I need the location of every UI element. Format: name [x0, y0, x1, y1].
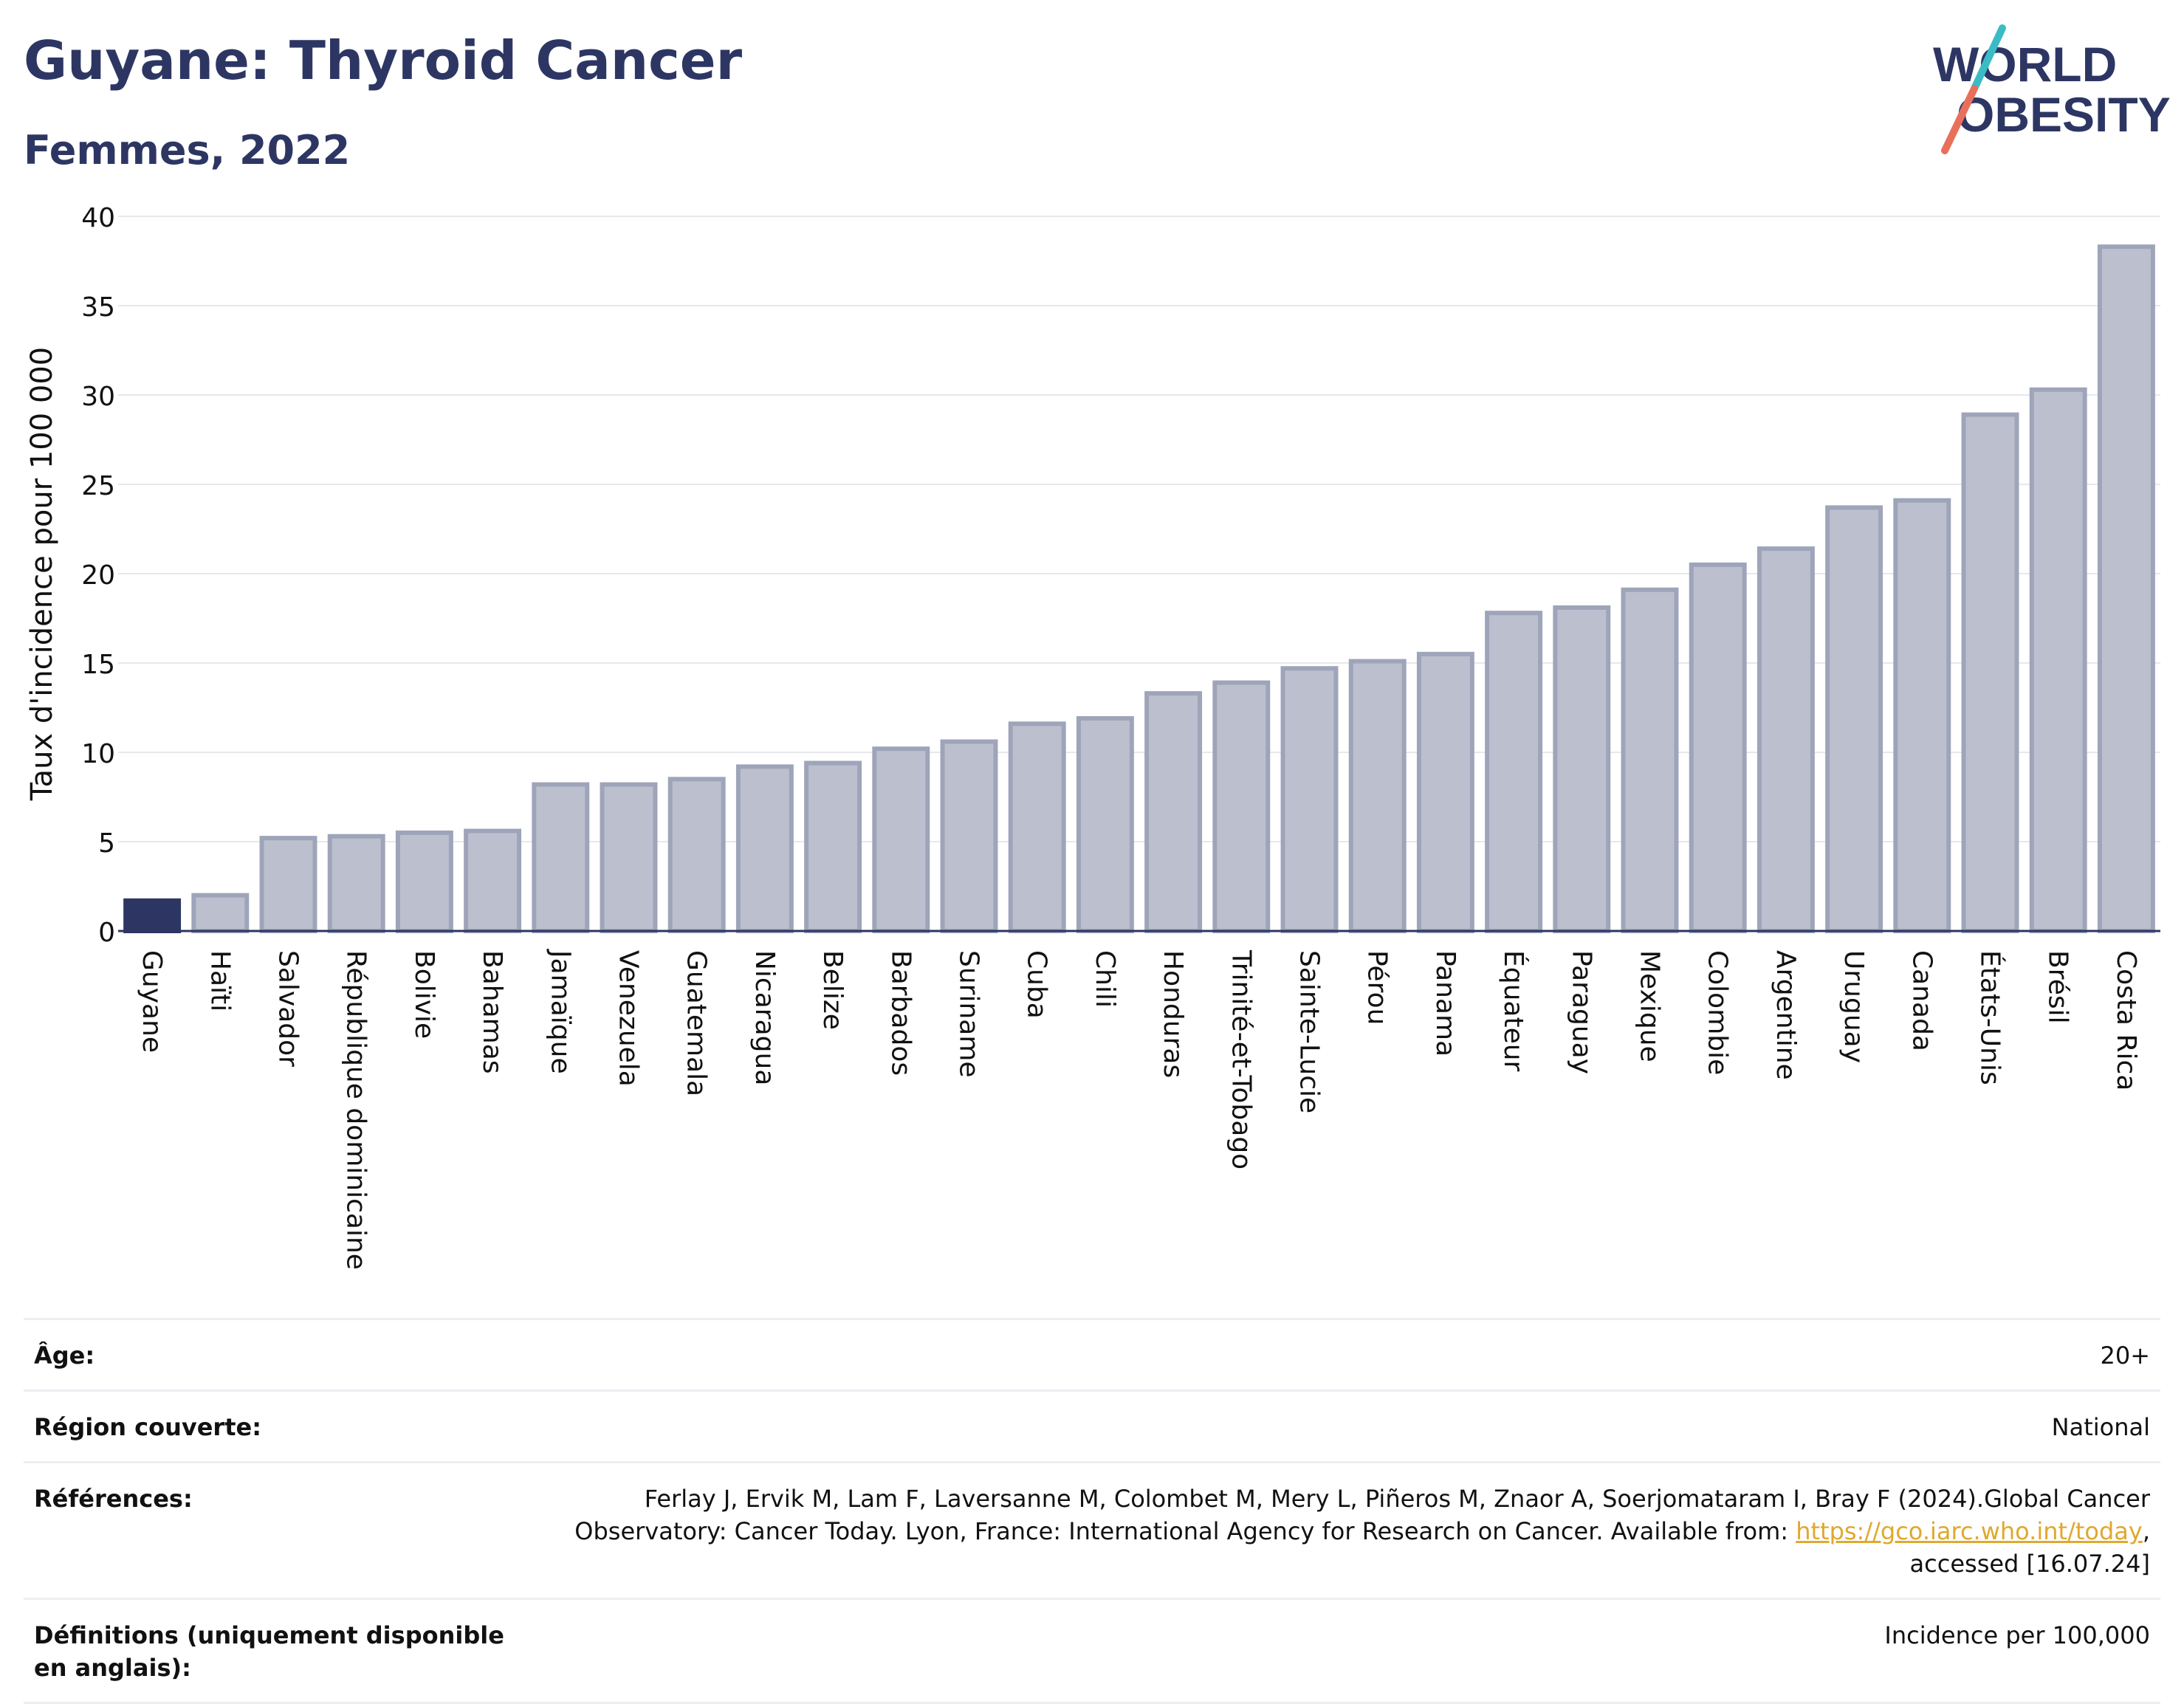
x-tick-label: Jamaïque — [545, 949, 575, 1074]
x-tick-label: Bolivie — [409, 950, 439, 1039]
bar-r-publique-dominicaine — [327, 834, 385, 933]
metadata-table: Âge: 20+ Région couverte: National Référ… — [24, 1318, 2160, 1704]
x-tick-label: Guatemala — [681, 950, 712, 1096]
age-value: 20+ — [2100, 1341, 2150, 1370]
x-tick-label: Belize — [817, 950, 848, 1030]
definitions-value: Incidence per 100,000 — [1884, 1621, 2150, 1649]
x-tick-label: Guyane — [137, 950, 167, 1053]
x-tick-label: Suriname — [954, 950, 984, 1078]
meta-row-region: Région couverte: National — [24, 1389, 2160, 1461]
bar-nicaragua — [735, 764, 794, 933]
x-tick-label: Panama — [1430, 950, 1460, 1057]
y-tick-label: 20 — [81, 560, 115, 591]
y-tick-label: 35 — [81, 292, 115, 323]
bar-bahamas — [464, 828, 522, 933]
x-tick-label: Bahamas — [477, 950, 507, 1074]
x-tick-label: Mexique — [1635, 950, 1665, 1062]
bar-canada — [1893, 498, 1951, 933]
x-tick-label: Costa Rica — [2111, 950, 2141, 1090]
bar-br-sil — [2029, 387, 2087, 933]
bar-venezuela — [600, 782, 658, 933]
chart-title: Guyane: Thyroid Cancer — [24, 30, 743, 92]
bar-uruguay — [1825, 505, 1883, 933]
age-label: Âge: — [34, 1341, 95, 1370]
x-tick-label: Chili — [1090, 950, 1120, 1008]
bar-argentine — [1757, 546, 1815, 933]
region-value: National — [2051, 1413, 2150, 1441]
bars — [123, 244, 2155, 934]
y-tick-label: 10 — [81, 739, 115, 769]
bar-chart: 0 5 10 15 20 25 30 35 40 Guyane Haïti Salvador Répu… — [25, 203, 2160, 1270]
x-tick-label: Cuba — [1022, 950, 1052, 1019]
bar-suriname — [940, 739, 998, 933]
x-tick-label: Paraguay — [1566, 950, 1596, 1074]
y-tick-label: 40 — [81, 203, 115, 233]
x-tick-label: Nicaragua — [749, 950, 780, 1085]
bar-bolivie — [395, 830, 453, 934]
y-tick-label: 15 — [81, 650, 115, 680]
x-tick-label: Argentine — [1771, 950, 1801, 1080]
bar-chili — [1076, 716, 1134, 934]
x-tick-label: Colombie — [1703, 950, 1733, 1075]
x-tick-label: Haïti — [205, 950, 235, 1011]
x-tick-label: Sainte-Lucie — [1294, 950, 1325, 1113]
x-tick-label: Brésil — [2043, 950, 2073, 1024]
meta-row-references: Références: Ferlay J, Ervik M, Lam F, La… — [24, 1461, 2160, 1598]
bar-cuba — [1008, 721, 1066, 934]
references-link[interactable]: https://gco.iarc.who.int/today — [1796, 1517, 2143, 1545]
x-tick-label: Équateur — [1498, 950, 1529, 1072]
references-text: Ferlay J, Ervik M, Lam F, Laversanne M, … — [574, 1485, 2150, 1545]
bar-honduras — [1144, 691, 1203, 933]
bar-belize — [804, 760, 862, 934]
world-obesity-logo: WORLD OBESITY — [1933, 24, 2171, 154]
meta-row-age: Âge: 20+ — [24, 1318, 2160, 1389]
bar--quateur — [1485, 611, 1543, 933]
y-tick-label: 5 — [98, 828, 115, 859]
y-axis-title: Taux d'incidence pour 100 000 — [25, 347, 59, 801]
bar-ha-ti — [191, 893, 250, 933]
meta-row-definitions: Définitions (uniquement disponible en an… — [24, 1598, 2160, 1704]
definitions-label: Définitions (uniquement disponible en an… — [34, 1621, 504, 1682]
x-tick-label: Uruguay — [1838, 950, 1869, 1063]
x-tick-label: Trinité-et-Tobago — [1226, 949, 1256, 1169]
references-label: Références: — [34, 1485, 193, 1513]
y-tick-label: 25 — [81, 471, 115, 501]
bar-sainte-lucie — [1280, 666, 1339, 933]
x-tick-label: États-Unis — [1975, 950, 2006, 1085]
bar-salvador — [259, 836, 317, 933]
x-tick-label: Honduras — [1158, 950, 1188, 1078]
x-tick-label: Canada — [1906, 950, 1937, 1051]
bar-mexique — [1621, 587, 1679, 934]
bar-barbados — [872, 746, 930, 933]
bar-colombie — [1689, 562, 1747, 933]
references-accessed: , accessed [16.07.24] — [1909, 1517, 2150, 1578]
x-tick-label: Barbados — [885, 950, 916, 1076]
bar--tats-unis — [1961, 412, 2019, 933]
x-tick-label: Venezuela — [614, 950, 644, 1087]
bar-costa-rica — [2097, 244, 2155, 933]
bar-jama-que — [532, 782, 590, 933]
y-tick-label: 0 — [98, 918, 115, 948]
references-value: Ferlay J, Ervik M, Lam F, Laversanne M, … — [563, 1483, 2150, 1580]
bar-guatemala — [667, 777, 726, 933]
logo-line2: OBESITY — [1957, 87, 2171, 142]
x-tick-label: République dominicaine — [341, 950, 371, 1270]
y-axis-ticks: 0 5 10 15 20 25 30 35 40 — [81, 203, 115, 948]
x-axis-labels: Guyane Haïti Salvador République dominicain… — [137, 949, 2141, 1270]
bar-trinit-et-tobago — [1212, 680, 1271, 933]
region-label: Région couverte: — [34, 1413, 261, 1441]
x-tick-label: Salvador — [273, 950, 303, 1067]
x-tick-label: Pérou — [1362, 950, 1393, 1025]
logo-line1: WORLD — [1933, 37, 2117, 92]
y-tick-label: 30 — [81, 382, 115, 412]
bar-p-rou — [1348, 659, 1407, 934]
bar-panama — [1416, 651, 1474, 934]
bar-guyane — [123, 898, 182, 933]
chart-subtitle: Femmes, 2022 — [24, 127, 351, 174]
bar-paraguay — [1553, 605, 1611, 933]
